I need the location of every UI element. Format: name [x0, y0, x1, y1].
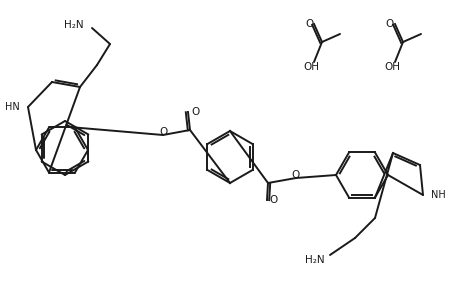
- Text: O: O: [386, 19, 394, 29]
- Text: O: O: [305, 19, 313, 29]
- Text: O: O: [191, 107, 199, 117]
- Text: HN: HN: [5, 102, 20, 112]
- Text: OH: OH: [384, 62, 400, 72]
- Text: O: O: [292, 170, 300, 180]
- Text: H₂N: H₂N: [64, 20, 84, 30]
- Text: NH: NH: [431, 190, 446, 200]
- Text: O: O: [270, 195, 278, 205]
- Text: O: O: [159, 127, 167, 137]
- Text: H₂N: H₂N: [305, 255, 325, 265]
- Text: OH: OH: [303, 62, 319, 72]
